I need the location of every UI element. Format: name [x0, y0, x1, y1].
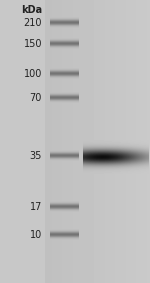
Text: 210: 210	[24, 18, 42, 28]
Text: 35: 35	[30, 151, 42, 161]
Text: 100: 100	[24, 68, 42, 79]
Text: kDa: kDa	[21, 5, 42, 15]
Text: 10: 10	[30, 230, 42, 240]
Text: 70: 70	[30, 93, 42, 103]
Text: 17: 17	[30, 201, 42, 212]
Text: 150: 150	[24, 39, 42, 49]
